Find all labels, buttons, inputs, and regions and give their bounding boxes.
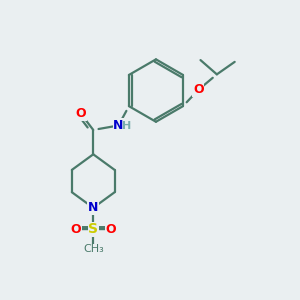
Text: S: S — [88, 222, 98, 236]
Text: H: H — [122, 121, 131, 131]
Text: CH₃: CH₃ — [83, 244, 104, 254]
Text: O: O — [71, 223, 81, 236]
Text: O: O — [76, 107, 86, 120]
Text: O: O — [105, 223, 116, 236]
Text: O: O — [193, 83, 204, 96]
Text: N: N — [113, 119, 124, 132]
Text: N: N — [88, 201, 98, 214]
